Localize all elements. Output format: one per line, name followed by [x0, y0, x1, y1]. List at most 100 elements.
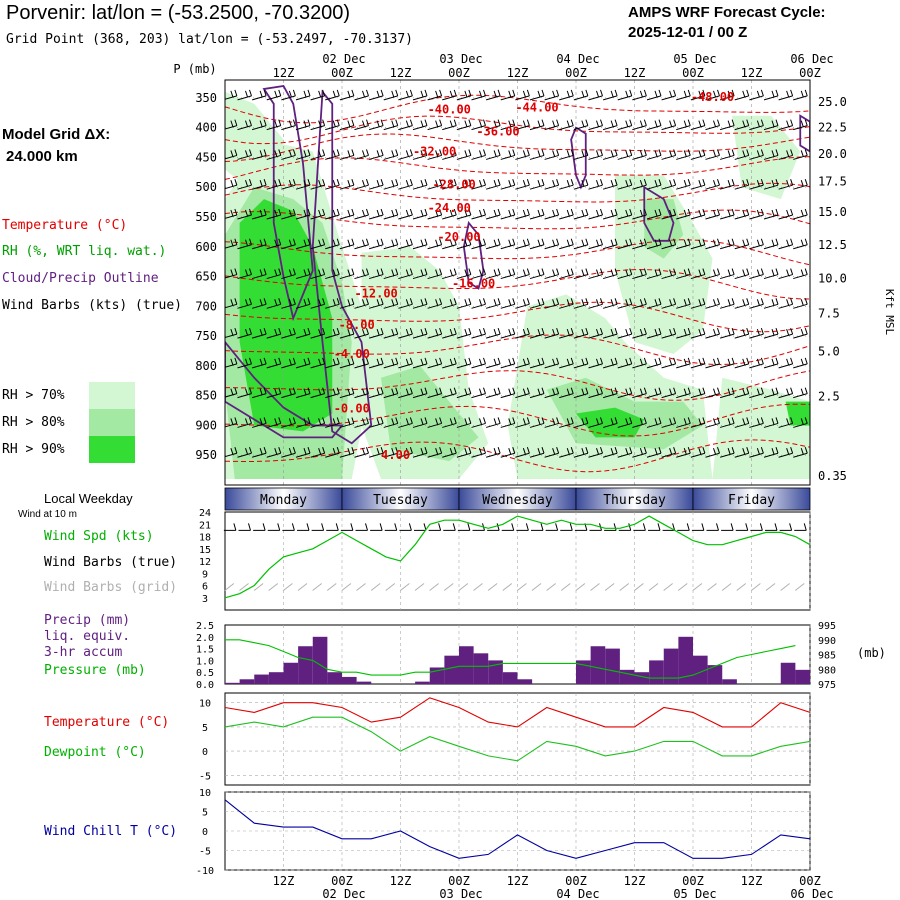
wind-barb-flag	[362, 418, 365, 425]
wind-barb-flag	[610, 358, 614, 366]
pressure-line	[225, 639, 796, 679]
wind-barb-flag	[376, 448, 380, 455]
wind-barb	[544, 363, 559, 369]
wind-barb-flag	[643, 447, 647, 454]
wind-barb-flag	[278, 208, 282, 216]
wind-barb-flag	[288, 209, 292, 217]
wind-barb	[778, 214, 793, 220]
wind-barb-flag	[307, 447, 311, 454]
wind-barb-flag	[468, 119, 472, 126]
wind-barb-flag	[508, 388, 512, 395]
wind-barb	[295, 244, 311, 250]
wind-barb	[383, 125, 398, 131]
bottom-date-label: 02 Dec	[322, 887, 365, 900]
wind-barb-flag	[464, 90, 468, 98]
wind-barb-flag	[581, 328, 585, 336]
wind-barb	[383, 274, 398, 280]
wind-barb-flag	[362, 239, 365, 246]
wind-barb	[398, 452, 413, 458]
wind-barb-flag	[522, 180, 526, 187]
wind-barb	[602, 274, 618, 280]
wind-barb-flag	[541, 119, 545, 126]
wind-barb-flag	[556, 298, 560, 305]
wind-barb-flag	[552, 328, 556, 336]
wind-barb	[442, 244, 457, 250]
wind-barb	[339, 393, 355, 399]
pressure-tick-label: 750	[195, 329, 217, 343]
wind-barb-flag	[581, 120, 585, 127]
wind-barb-flag	[464, 239, 468, 246]
wind-barb	[515, 422, 530, 428]
wind-barb	[763, 393, 779, 399]
wind-barb	[705, 154, 720, 160]
wind-barb	[266, 452, 281, 458]
wind-barb-flag	[629, 298, 633, 305]
precip-bar	[634, 672, 650, 684]
wind-barb-flag	[581, 358, 585, 366]
precip-bar	[693, 655, 708, 684]
wind-barb-flag	[405, 120, 409, 127]
wind-barb	[617, 452, 632, 458]
top-date-label: 04 Dec	[556, 52, 599, 66]
wind-barb-flag	[347, 90, 351, 98]
wind-barb-flag	[234, 327, 238, 335]
wind-barb-flag	[336, 298, 340, 305]
wind-barb-flag	[395, 208, 399, 216]
wind-barb	[339, 95, 355, 101]
wind-barb-flag	[336, 357, 340, 365]
wind-barb	[734, 154, 749, 160]
wind-barb-flag	[512, 179, 516, 186]
wind-barb	[793, 125, 808, 131]
precip-bar	[590, 646, 606, 684]
pressure-tick-label: 500	[195, 180, 217, 194]
wind-barb	[471, 363, 486, 369]
wind-barb-flag	[362, 180, 365, 187]
wind-barb-flag	[526, 179, 530, 186]
wind-barb	[354, 125, 369, 131]
wind-barb-flag	[479, 120, 482, 127]
wind-barb	[529, 244, 545, 250]
wind-barb-flag	[336, 447, 340, 454]
wind-barb-flag	[541, 208, 545, 216]
wind-barb-flag	[629, 238, 633, 245]
wind-barb	[676, 214, 691, 220]
top-date-label: 06 Dec	[790, 52, 833, 66]
wind-barb-flag	[526, 298, 530, 305]
wind-barb-flag	[395, 119, 399, 126]
wind-barb	[690, 244, 706, 250]
pressure-tick-label: 350	[195, 91, 217, 105]
grid-wind-barb	[502, 583, 513, 591]
wind-barb-flag	[449, 418, 453, 425]
wind-barb-flag	[570, 417, 574, 424]
wind-barb	[676, 303, 691, 309]
wind-barb-flag	[556, 447, 560, 454]
wind-barb-flag	[347, 299, 351, 306]
wind-barb	[237, 393, 252, 399]
precip-bar	[473, 653, 489, 684]
wind-barb-flag	[449, 358, 453, 366]
wind-barb-flag	[570, 298, 574, 305]
wind-barb-flag	[278, 417, 282, 424]
wind-barb	[719, 214, 735, 220]
wind-barb-flag	[318, 448, 322, 455]
wind-barb-flag	[508, 180, 512, 187]
wind-barb-flag	[596, 150, 599, 157]
wind-barb-flag	[380, 268, 384, 275]
wind-barb	[559, 363, 574, 369]
wind-barb-flag	[654, 388, 658, 395]
wind-barb-flag	[453, 119, 457, 126]
wind-barb-flag	[245, 388, 248, 395]
wind-barb-flag	[439, 298, 443, 305]
wind-barb-flag	[800, 209, 804, 217]
wind-barb-flag	[600, 387, 603, 394]
wind-barb-flag	[698, 328, 702, 336]
grid-wind-barb	[692, 583, 703, 591]
wind-barb	[456, 95, 472, 101]
wind-barb-flag	[669, 209, 673, 217]
wind-barb	[485, 393, 501, 399]
wind-speed-line	[224, 515, 811, 599]
true-wind-barb-flag	[525, 523, 529, 531]
top-time-tick: 12Z	[273, 66, 295, 80]
wind-barb-flag	[409, 447, 413, 454]
wind-barb-flag	[395, 149, 399, 156]
